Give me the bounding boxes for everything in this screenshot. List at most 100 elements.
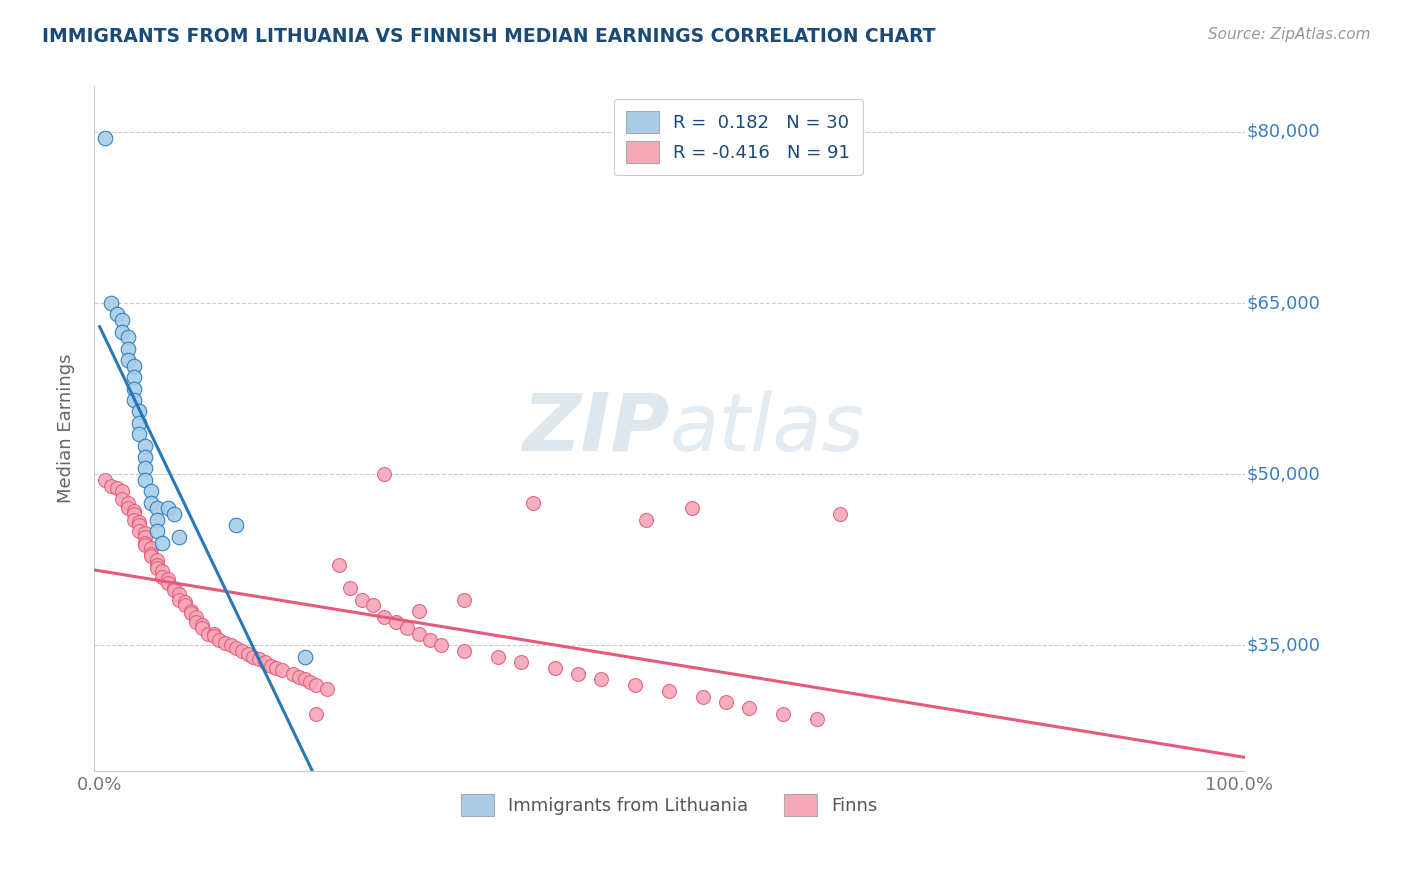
Point bbox=[339, 581, 361, 595]
Point bbox=[214, 636, 236, 650]
Point bbox=[294, 649, 316, 664]
Point bbox=[510, 656, 533, 670]
Point bbox=[253, 656, 276, 670]
Y-axis label: Median Earnings: Median Earnings bbox=[58, 354, 75, 503]
Point bbox=[117, 342, 139, 356]
Point bbox=[94, 473, 117, 487]
Point bbox=[150, 570, 173, 584]
Point bbox=[134, 538, 156, 552]
Point bbox=[522, 496, 544, 510]
Point bbox=[111, 484, 134, 499]
Point bbox=[105, 481, 128, 495]
Point bbox=[156, 501, 179, 516]
Point bbox=[174, 599, 197, 613]
Legend: Immigrants from Lithuania, Finns: Immigrants from Lithuania, Finns bbox=[454, 787, 884, 823]
Point bbox=[117, 353, 139, 368]
Point bbox=[242, 649, 264, 664]
Point bbox=[139, 484, 162, 499]
Point bbox=[117, 330, 139, 344]
Point bbox=[294, 673, 316, 687]
Point bbox=[128, 404, 150, 418]
Point bbox=[139, 547, 162, 561]
Point bbox=[373, 467, 395, 482]
Point bbox=[396, 621, 419, 635]
Point bbox=[128, 427, 150, 442]
Text: IMMIGRANTS FROM LITHUANIA VS FINNISH MEDIAN EARNINGS CORRELATION CHART: IMMIGRANTS FROM LITHUANIA VS FINNISH MED… bbox=[42, 27, 935, 45]
Point bbox=[134, 535, 156, 549]
Point bbox=[169, 587, 191, 601]
Point bbox=[145, 560, 167, 574]
Point bbox=[122, 370, 145, 384]
Text: atlas: atlas bbox=[669, 390, 863, 467]
Point bbox=[186, 609, 208, 624]
Point bbox=[567, 666, 589, 681]
Point bbox=[373, 609, 395, 624]
Point bbox=[259, 658, 281, 673]
Point bbox=[692, 690, 714, 704]
Point bbox=[117, 496, 139, 510]
Point bbox=[264, 661, 287, 675]
Text: $35,000: $35,000 bbox=[1247, 636, 1320, 654]
Point bbox=[316, 681, 339, 696]
Point bbox=[830, 507, 852, 521]
Point bbox=[139, 541, 162, 556]
Point bbox=[128, 524, 150, 538]
Text: ZIP: ZIP bbox=[522, 390, 669, 467]
Point bbox=[430, 638, 453, 652]
Point bbox=[134, 526, 156, 541]
Point bbox=[202, 627, 225, 641]
Point bbox=[305, 678, 328, 692]
Point bbox=[180, 607, 202, 621]
Point bbox=[163, 581, 186, 595]
Point bbox=[658, 683, 681, 698]
Point bbox=[111, 325, 134, 339]
Point bbox=[111, 492, 134, 507]
Point bbox=[191, 617, 214, 632]
Point bbox=[288, 670, 311, 684]
Point bbox=[122, 392, 145, 407]
Point bbox=[419, 632, 441, 647]
Point bbox=[122, 503, 145, 517]
Point bbox=[100, 478, 122, 492]
Point bbox=[169, 592, 191, 607]
Point bbox=[139, 549, 162, 564]
Point bbox=[134, 461, 156, 475]
Point bbox=[145, 558, 167, 573]
Point bbox=[150, 564, 173, 578]
Point bbox=[231, 644, 253, 658]
Point bbox=[299, 674, 322, 689]
Point bbox=[122, 507, 145, 521]
Point bbox=[156, 572, 179, 586]
Point bbox=[714, 695, 737, 709]
Point bbox=[236, 648, 259, 662]
Point bbox=[128, 515, 150, 529]
Point bbox=[169, 530, 191, 544]
Point bbox=[544, 661, 567, 675]
Point bbox=[283, 666, 305, 681]
Point bbox=[589, 673, 612, 687]
Point bbox=[145, 513, 167, 527]
Point bbox=[122, 513, 145, 527]
Point bbox=[486, 649, 509, 664]
Point bbox=[122, 359, 145, 373]
Point bbox=[197, 627, 219, 641]
Text: $50,000: $50,000 bbox=[1247, 465, 1320, 483]
Point bbox=[681, 501, 703, 516]
Text: $65,000: $65,000 bbox=[1247, 294, 1320, 312]
Point bbox=[180, 604, 202, 618]
Point bbox=[128, 518, 150, 533]
Point bbox=[100, 296, 122, 310]
Point bbox=[328, 558, 350, 573]
Point bbox=[145, 552, 167, 566]
Point bbox=[111, 313, 134, 327]
Point bbox=[247, 652, 270, 666]
Point bbox=[145, 524, 167, 538]
Point bbox=[186, 615, 208, 630]
Point bbox=[105, 308, 128, 322]
Point bbox=[174, 595, 197, 609]
Point bbox=[128, 416, 150, 430]
Point bbox=[408, 604, 430, 618]
Point bbox=[156, 575, 179, 590]
Point bbox=[94, 130, 117, 145]
Point bbox=[117, 501, 139, 516]
